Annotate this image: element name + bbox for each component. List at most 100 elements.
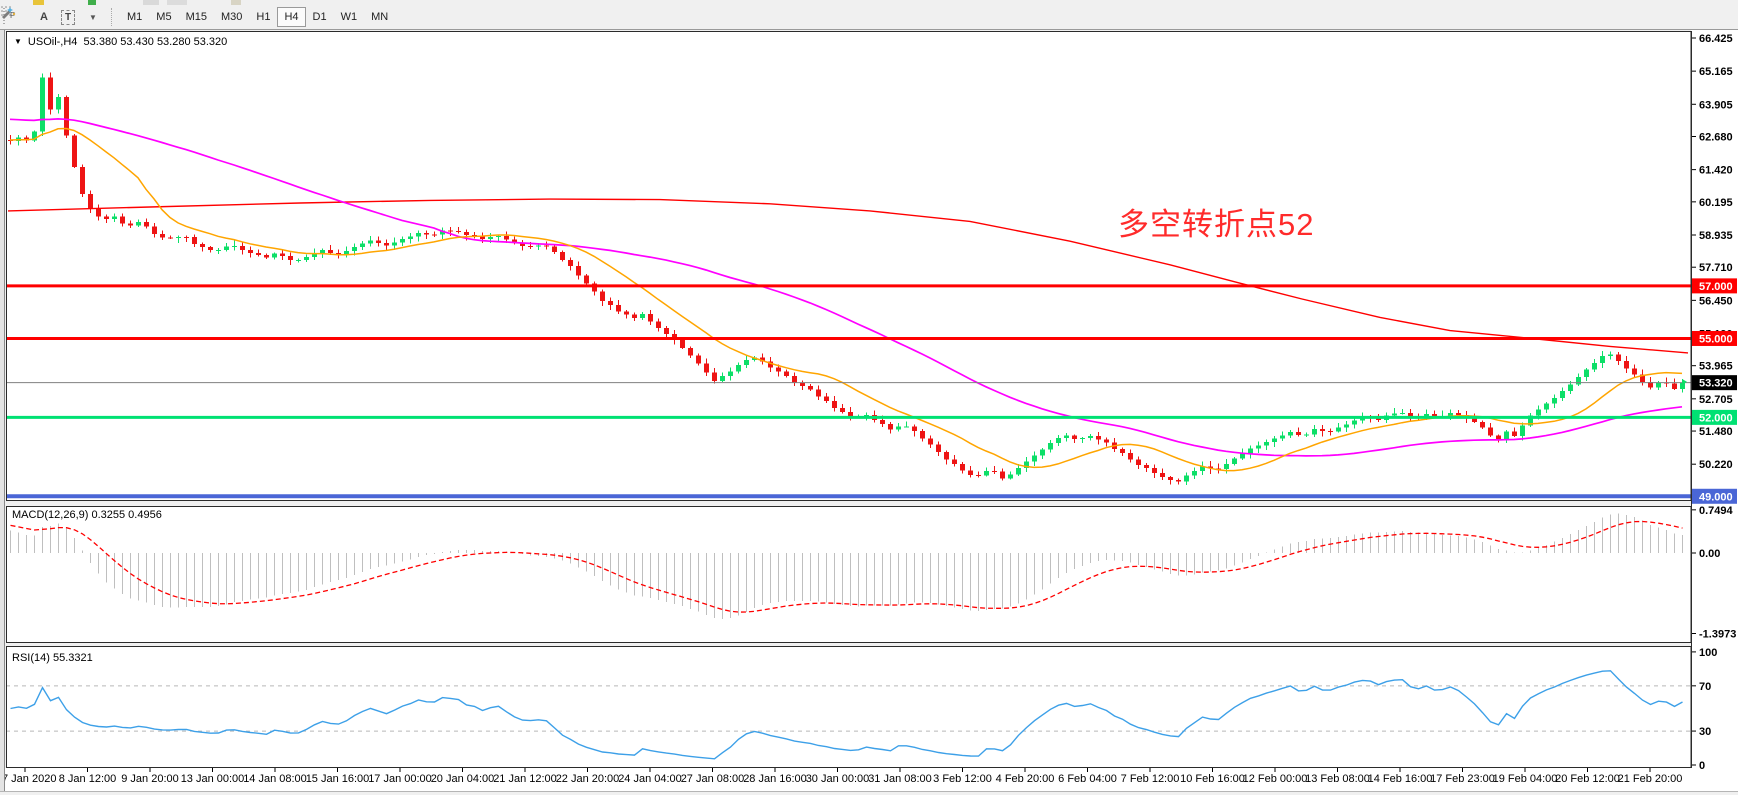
cropped-icon-fragment <box>143 0 159 5</box>
letter-a-icon: A <box>40 11 48 23</box>
svg-text:22 Jan 20:00: 22 Jan 20:00 <box>556 773 620 785</box>
svg-text:9 Jan 20:00: 9 Jan 20:00 <box>121 773 179 785</box>
svg-text:62.680: 62.680 <box>1699 131 1733 143</box>
cropped-toolbar-fragments <box>0 0 1738 5</box>
svg-text:13 Feb 08:00: 13 Feb 08:00 <box>1305 773 1370 785</box>
timeframe-button-m30[interactable]: M30 <box>220 11 243 23</box>
last-candle-marker <box>1682 378 1687 385</box>
drawing-styles-button[interactable]: ▼ <box>2 6 103 28</box>
text-label-button[interactable]: A <box>33 6 55 28</box>
timeframe-button-d1[interactable]: D1 <box>312 11 327 23</box>
svg-text:17 Jan 00:00: 17 Jan 00:00 <box>368 773 432 785</box>
svg-text:52.705: 52.705 <box>1699 394 1733 406</box>
rsi-indicator-label: RSI(14) 55.3321 <box>12 652 93 664</box>
timeframe-button-m1[interactable]: M1 <box>127 11 143 23</box>
svg-text:13 Jan 00:00: 13 Jan 00:00 <box>181 773 245 785</box>
timeframe-button-h4[interactable]: H4 <box>277 7 306 27</box>
price-axis-column[interactable] <box>1691 29 1738 768</box>
price-badge-52.000: 52.000 <box>1692 409 1737 425</box>
svg-text:57.710: 57.710 <box>1699 262 1733 274</box>
svg-text:65.165: 65.165 <box>1699 66 1733 78</box>
toolbar-separator <box>111 8 113 26</box>
macd-indicator-label: MACD(12,26,9) 0.3255 0.4956 <box>12 509 162 521</box>
svg-text:-1.3973: -1.3973 <box>1699 628 1736 640</box>
price-badge-55.000: 55.000 <box>1692 330 1737 346</box>
svg-text:4 Feb 20:00: 4 Feb 20:00 <box>996 773 1055 785</box>
time-axis-strip[interactable] <box>0 768 1738 791</box>
svg-text:56.450: 56.450 <box>1699 295 1733 307</box>
svg-text:12 Feb 00:00: 12 Feb 00:00 <box>1243 773 1308 785</box>
svg-text:3 Feb 12:00: 3 Feb 12:00 <box>933 773 992 785</box>
svg-text:57.000: 57.000 <box>1699 281 1733 293</box>
svg-text:28 Jan 16:00: 28 Jan 16:00 <box>743 773 807 785</box>
chevron-down-icon: ▼ <box>89 12 97 22</box>
timeframe-button-m5[interactable]: M5 <box>156 11 172 23</box>
chart-title[interactable]: ▼ USOil-,H4 53.380 53.430 53.280 53.320 <box>14 36 227 48</box>
symbol-ohlc-text: USOil-,H4 53.380 53.430 53.280 53.320 <box>27 36 228 48</box>
cropped-icon-fragment <box>88 0 96 5</box>
timeframe-button-w1[interactable]: W1 <box>340 11 358 23</box>
panel-splitter-rsi[interactable] <box>6 643 1692 646</box>
ma-medium-line <box>9 118 1683 457</box>
svg-text:8 Jan 12:00: 8 Jan 12:00 <box>59 773 117 785</box>
svg-text:14 Jan 08:00: 14 Jan 08:00 <box>243 773 307 785</box>
wand-icon <box>2 7 16 19</box>
chart-annotation-text[interactable]: 多空转折点52 <box>1118 207 1315 242</box>
timeframe-button-group: M1 M5 M15 M30 H1 H4 D1 W1 MN <box>120 7 395 27</box>
svg-text:30 Jan 00:00: 30 Jan 00:00 <box>806 773 870 785</box>
price-badge-53.320: 53.320 <box>1692 375 1737 391</box>
toolbar: F A T ▼ M1 M5 M15 M30 H1 H4 D1 W1 MN <box>0 5 1738 29</box>
svg-text:51.480: 51.480 <box>1699 426 1733 438</box>
price-badge-49.000: 49.000 <box>1692 488 1737 504</box>
timeframe-button-h1[interactable]: H1 <box>256 11 271 23</box>
rsi-panel-surface[interactable] <box>6 647 1691 767</box>
svg-text:63.905: 63.905 <box>1699 99 1733 111</box>
svg-text:30: 30 <box>1699 726 1711 738</box>
cropped-icon-fragment <box>167 0 187 5</box>
svg-text:17 Feb 23:00: 17 Feb 23:00 <box>1430 773 1495 785</box>
svg-text:20 Jan 04:00: 20 Jan 04:00 <box>431 773 495 785</box>
text-box-button[interactable]: T <box>57 6 79 28</box>
svg-text:60.195: 60.195 <box>1699 197 1733 209</box>
ma-fast-line <box>9 127 1683 472</box>
svg-text:55.000: 55.000 <box>1699 333 1733 345</box>
svg-text:31 Jan 08:00: 31 Jan 08:00 <box>868 773 932 785</box>
timeframe-button-mn[interactable]: MN <box>371 11 389 23</box>
time-axis-labels: 7 Jan 2020 8 Jan 12:00 9 Jan 20:00 13 Jan 0… <box>2 768 1682 785</box>
svg-text:15 Jan 16:00: 15 Jan 16:00 <box>306 773 370 785</box>
svg-text:70: 70 <box>1699 681 1711 693</box>
svg-text:61.420: 61.420 <box>1699 165 1733 177</box>
svg-text:49.000: 49.000 <box>1699 491 1733 503</box>
svg-text:20 Feb 12:00: 20 Feb 12:00 <box>1555 773 1620 785</box>
chart-dropdown-icon[interactable]: ▼ <box>14 37 22 46</box>
timeframe-button-m15[interactable]: M15 <box>185 11 207 23</box>
panel-splitter-macd[interactable] <box>6 501 1692 506</box>
price-axis-labels: 66.425 65.165 63.905 62.680 61.420 60.195 58.9… <box>1691 33 1736 772</box>
svg-text:19 Feb 04:00: 19 Feb 04:00 <box>1493 773 1558 785</box>
ma-slow-line <box>7 198 1689 354</box>
cropped-icon-fragment <box>231 0 241 5</box>
svg-text:7 Feb 12:00: 7 Feb 12:00 <box>1121 773 1180 785</box>
svg-text:58.935: 58.935 <box>1699 230 1733 242</box>
svg-text:0.7494: 0.7494 <box>1699 505 1734 517</box>
svg-text:7 Jan 2020: 7 Jan 2020 <box>2 773 56 785</box>
svg-text:52.000: 52.000 <box>1699 412 1733 424</box>
main-chart-surface[interactable] <box>6 32 1691 500</box>
svg-text:24 Jan 04:00: 24 Jan 04:00 <box>618 773 682 785</box>
svg-text:53.320: 53.320 <box>1699 378 1733 390</box>
svg-text:53.965: 53.965 <box>1699 361 1733 373</box>
svg-text:50.220: 50.220 <box>1699 459 1733 471</box>
svg-text:0: 0 <box>1699 760 1705 772</box>
cropped-icon-fragment <box>33 0 44 5</box>
macd-panel-surface[interactable] <box>6 507 1691 642</box>
svg-text:21 Jan 12:00: 21 Jan 12:00 <box>493 773 557 785</box>
svg-text:0.00: 0.00 <box>1699 548 1720 560</box>
dashed-t-icon: T <box>60 9 76 25</box>
macd-signal-line <box>10 520 1683 613</box>
svg-text:F: F <box>10 11 15 19</box>
left-gutter <box>0 30 4 791</box>
price-badge-57.000: 57.000 <box>1692 278 1737 294</box>
svg-text:10 Feb 16:00: 10 Feb 16:00 <box>1180 773 1245 785</box>
